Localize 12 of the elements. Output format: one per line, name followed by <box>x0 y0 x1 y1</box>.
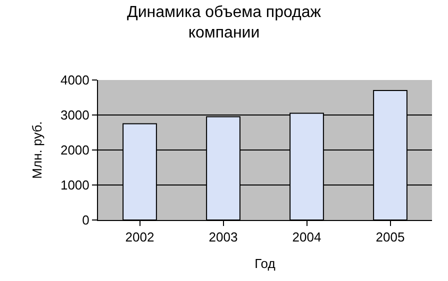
y-tick-label: 1000 <box>60 178 90 193</box>
x-tick-label: 2002 <box>125 230 154 245</box>
y-axis-title: Млн. руб. <box>29 121 44 179</box>
y-tick-label: 4000 <box>60 72 90 88</box>
x-tick-label: 2005 <box>376 230 405 245</box>
chart-title: Динамика объема продаж компании <box>127 4 322 42</box>
x-axis-title: Год <box>254 256 276 272</box>
y-tick-label: 3000 <box>60 108 90 123</box>
x-tick-label: 2004 <box>292 230 322 245</box>
y-tick-label: 2000 <box>60 142 90 158</box>
y-tick-label: 0 <box>82 212 90 228</box>
x-tick-label: 2003 <box>208 230 238 245</box>
